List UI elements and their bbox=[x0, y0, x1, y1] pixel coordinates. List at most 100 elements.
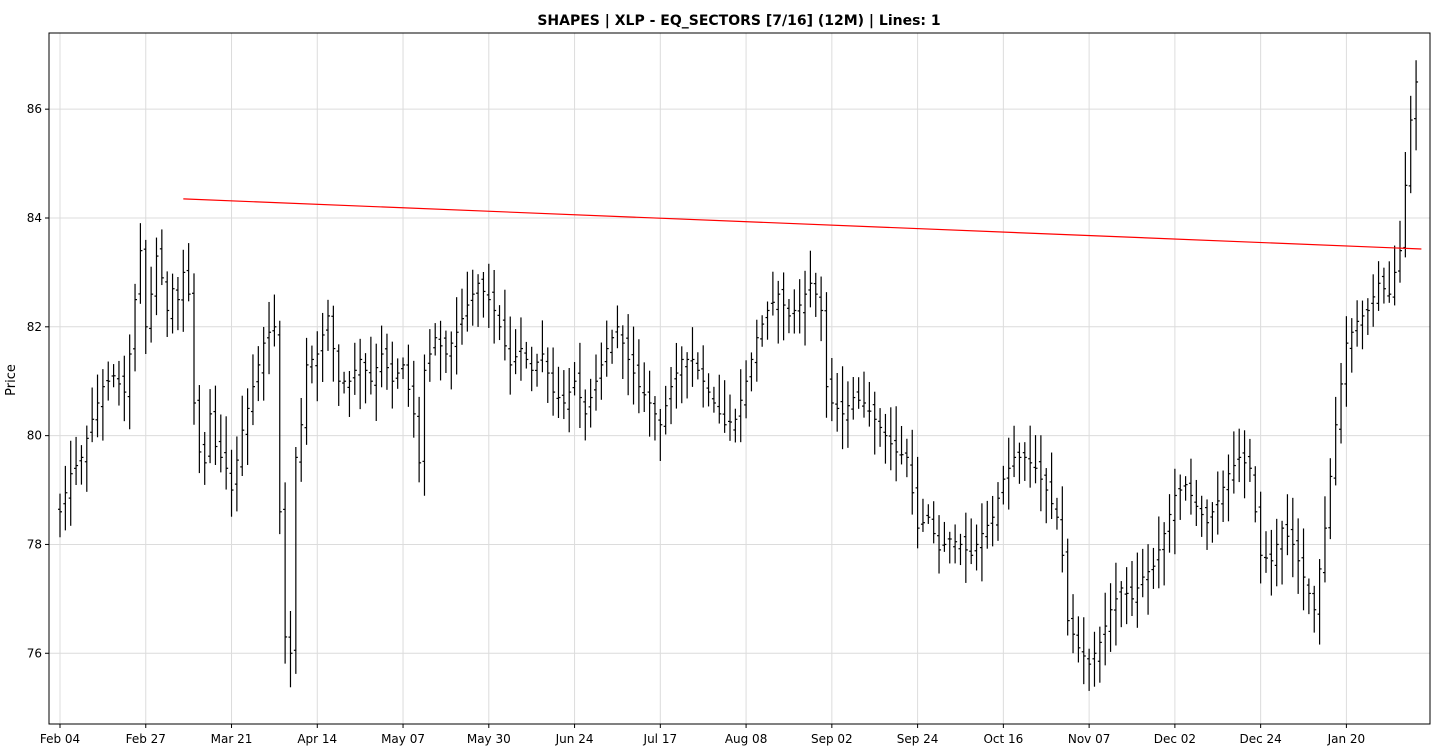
ohlc-bar bbox=[58, 493, 62, 538]
ohlc-bar bbox=[309, 345, 314, 384]
x-tick-label: Feb 04 bbox=[40, 732, 80, 746]
ohlc-bar bbox=[1301, 528, 1306, 611]
ohlc-bar bbox=[722, 380, 727, 433]
x-tick-label: Jul 17 bbox=[643, 732, 678, 746]
ohlc-bar bbox=[502, 289, 507, 361]
ohlc-bar bbox=[1140, 548, 1145, 598]
ohlc-bar bbox=[786, 299, 791, 334]
ohlc-bar bbox=[1392, 245, 1397, 306]
ohlc-bar bbox=[808, 250, 813, 308]
ohlc-bar bbox=[422, 354, 427, 496]
ohlc-bar bbox=[990, 495, 995, 547]
ohlc-bar bbox=[953, 524, 958, 564]
ohlc-bar bbox=[1398, 220, 1402, 283]
ohlc-bar bbox=[985, 500, 990, 549]
x-axis-ticks: Feb 04 Feb 27 Mar 21 Apr 14 May 07 May 30 Jun … bbox=[40, 724, 1365, 746]
ohlc-bar bbox=[245, 388, 250, 465]
ohlc-bar bbox=[1172, 468, 1177, 555]
ohlc-bar bbox=[1231, 431, 1236, 494]
ohlc-bar bbox=[1097, 626, 1102, 683]
ohlc-bar bbox=[352, 342, 357, 395]
ohlc-bar bbox=[508, 316, 513, 395]
ohlc-bar bbox=[1049, 452, 1054, 520]
ohlc-bar bbox=[690, 327, 695, 387]
ohlc-bar bbox=[342, 371, 347, 394]
ohlc-bar bbox=[642, 362, 647, 412]
ohlc-bar bbox=[524, 341, 529, 369]
ohlc-bar bbox=[1001, 465, 1006, 505]
ohlc-bar bbox=[556, 366, 561, 418]
ohlc-bar bbox=[1076, 616, 1081, 663]
ohlc-bar bbox=[202, 431, 207, 485]
x-tick-label: Mar 21 bbox=[211, 732, 253, 746]
ohlc-bar bbox=[411, 360, 416, 438]
ohlc-bar bbox=[1006, 437, 1011, 510]
ohlc-bar bbox=[813, 272, 818, 317]
ohlc-bar bbox=[68, 440, 73, 526]
ohlc-bar bbox=[1210, 502, 1215, 543]
ohlc-bar bbox=[551, 347, 556, 416]
ohlc-bar bbox=[149, 266, 154, 343]
ohlc-bar bbox=[599, 342, 604, 400]
ohlc-bar bbox=[481, 271, 486, 318]
ohlc-bar bbox=[937, 515, 942, 574]
ohlc-bar bbox=[1360, 300, 1365, 350]
ohlc-bar bbox=[1167, 494, 1172, 553]
x-tick-label: Jan 20 bbox=[1327, 732, 1366, 746]
ohlc-bar bbox=[904, 438, 909, 478]
ohlc-bar bbox=[1258, 491, 1263, 584]
ohlc-bar bbox=[374, 343, 379, 421]
ohlc-bar bbox=[1226, 454, 1231, 522]
ohlc-bar bbox=[384, 333, 389, 390]
ohlc-bar bbox=[304, 337, 309, 445]
ohlc-bar bbox=[1092, 631, 1097, 687]
ohlc-bar bbox=[256, 346, 261, 402]
ohlc-bar bbox=[829, 358, 834, 422]
ohlc-bar bbox=[283, 482, 288, 664]
ohlc-bar bbox=[433, 323, 438, 356]
ohlc-bar bbox=[1264, 531, 1268, 573]
ohlc-bar bbox=[438, 320, 443, 381]
ohlc-bar bbox=[1333, 396, 1338, 486]
ohlc-bar bbox=[883, 413, 888, 464]
x-tick-label: Apr 14 bbox=[297, 732, 337, 746]
ohlc-bar bbox=[958, 533, 963, 566]
ohlc-bar bbox=[175, 277, 180, 331]
ohlc-bar bbox=[535, 353, 540, 387]
ohlc-bar bbox=[1017, 442, 1022, 484]
ohlc-bar bbox=[733, 408, 738, 443]
ohlc-bar bbox=[867, 381, 872, 427]
ohlc-bar bbox=[1376, 261, 1381, 311]
ohlc-bar bbox=[979, 503, 984, 582]
ohlc-bar bbox=[1221, 470, 1226, 522]
ohlc-bar bbox=[1247, 438, 1252, 482]
ohlc-bar bbox=[1328, 458, 1333, 540]
ohlc-bar bbox=[765, 301, 770, 340]
ohlc-bar bbox=[604, 320, 609, 377]
ohlc-bar bbox=[465, 271, 470, 332]
ohlc-bar bbox=[1108, 583, 1113, 652]
ohlc-bar bbox=[368, 336, 373, 395]
ohlc-bar bbox=[272, 294, 277, 347]
ohlc-bar bbox=[1103, 592, 1108, 666]
ohlc-bar bbox=[379, 325, 384, 388]
ohlc-bar bbox=[138, 223, 143, 304]
ohlc-bar bbox=[460, 288, 464, 345]
ohlc-bar bbox=[947, 531, 952, 564]
y-tick-label: 78 bbox=[27, 537, 42, 551]
ohlc-bar bbox=[760, 315, 765, 347]
ohlc-bar bbox=[390, 341, 395, 409]
ohlc-bar bbox=[454, 297, 459, 375]
ohlc-bar bbox=[647, 370, 652, 437]
ohlc-bar bbox=[1237, 428, 1242, 483]
ohlc-bar bbox=[749, 352, 754, 392]
ohlc-bar bbox=[224, 416, 229, 490]
ohlc-bar bbox=[326, 299, 330, 351]
trend-lines bbox=[183, 198, 1422, 250]
y-tick-label: 86 bbox=[27, 102, 42, 116]
ohlc-bar bbox=[1012, 425, 1017, 478]
ohlc-bar bbox=[363, 353, 368, 404]
ohlc-bar bbox=[181, 249, 186, 332]
